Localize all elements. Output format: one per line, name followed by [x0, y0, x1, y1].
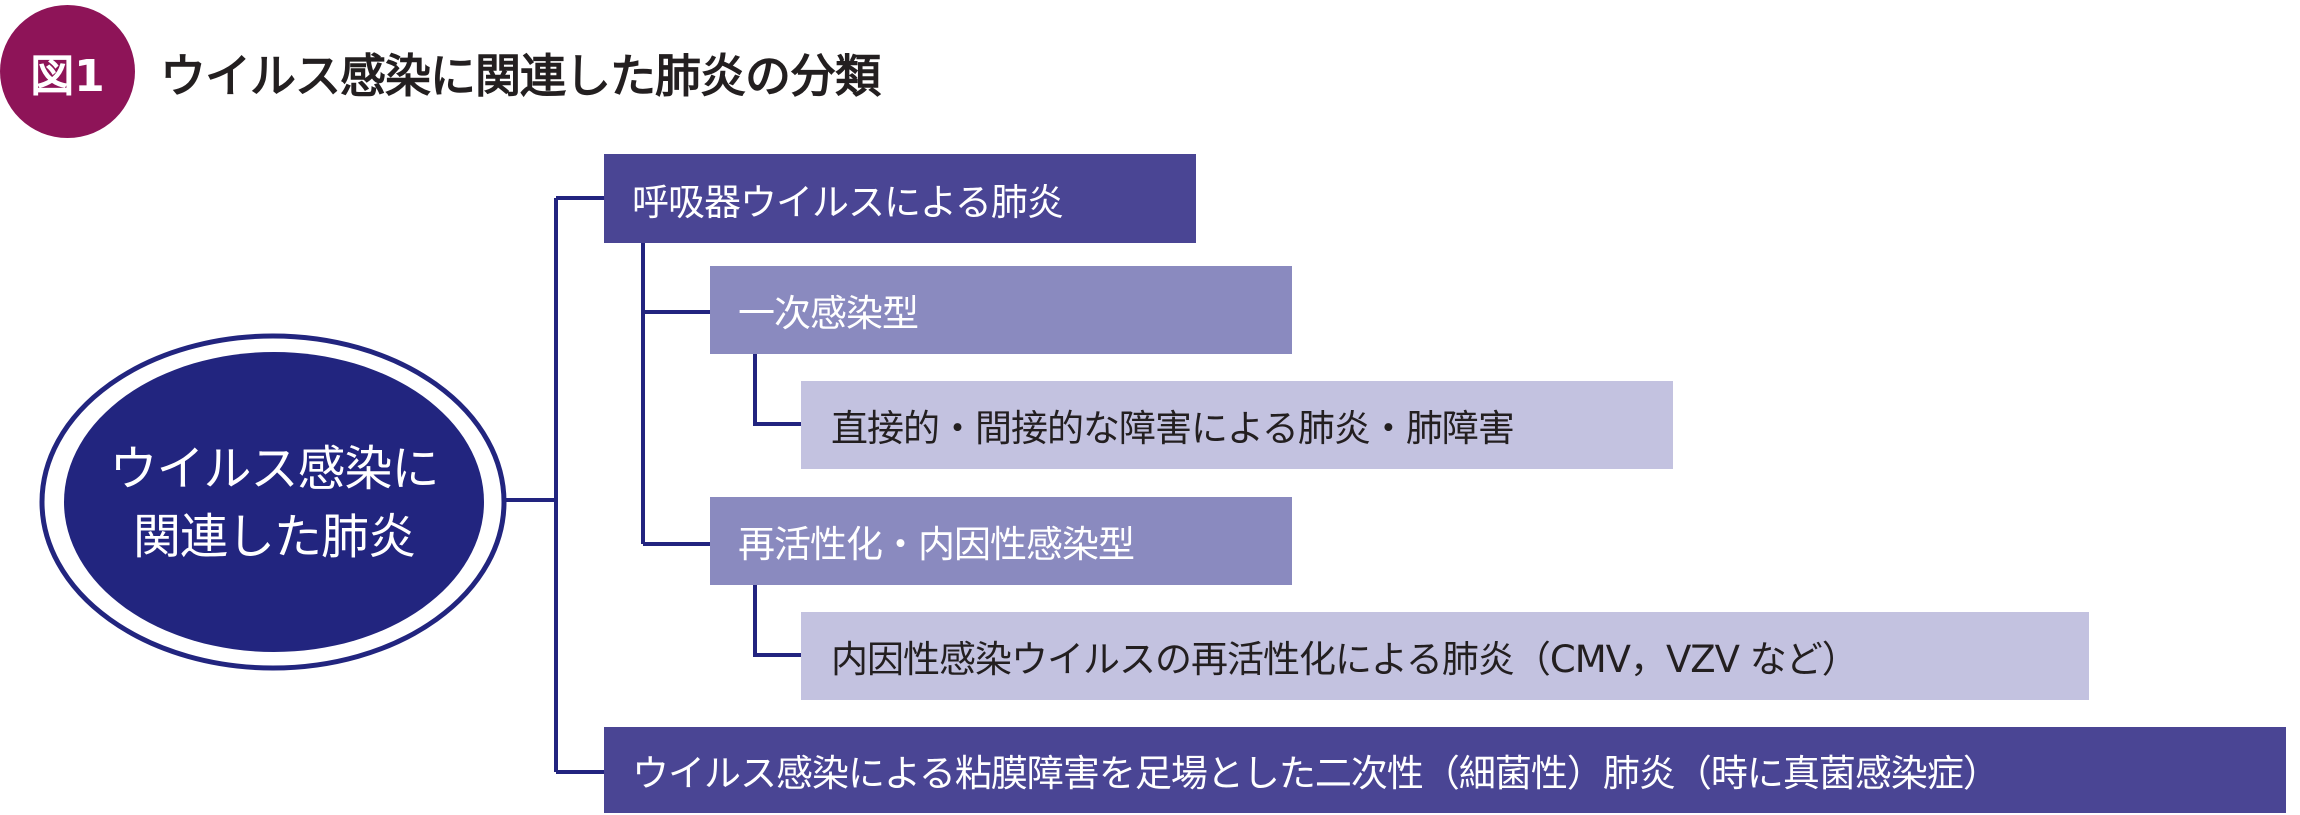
- node-primary-infection: 一次感染型: [710, 266, 1292, 354]
- figure-badge: 図1: [0, 5, 135, 138]
- center-line-1: ウイルス感染に: [109, 440, 439, 497]
- center-node: ウイルス感染に 関連した肺炎: [64, 353, 484, 652]
- node-reactivation: 再活性化・内因性感染型: [710, 497, 1292, 585]
- center-ellipse: [64, 352, 484, 652]
- connector-primary-detail: [753, 354, 803, 426]
- figure-title: ウイルス感染に関連した肺炎の分類: [160, 49, 881, 103]
- node-secondary-pneumonia: ウイルス感染による粘膜障害を足場とした二次性（細菌性）肺炎（時に真菌感染症）: [604, 727, 2286, 813]
- center-line-2: 関連した肺炎: [132, 508, 416, 565]
- node-reactivation-detail: 内因性感染ウイルスの再活性化による肺炎（CMV，VZV など）: [801, 612, 2089, 700]
- node-respiratory-virus-pneumonia: 呼吸器ウイルスによる肺炎: [604, 154, 1196, 243]
- node-primary-detail: 直接的・間接的な障害による肺炎・肺障害: [801, 381, 1673, 469]
- connector-reactivation-detail: [753, 585, 803, 657]
